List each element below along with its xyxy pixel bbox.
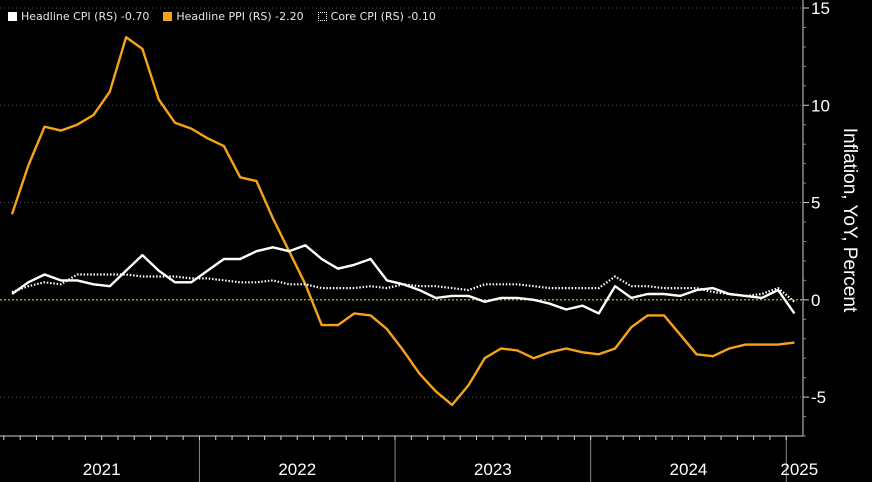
y-tick-label: 0 (811, 291, 820, 310)
y-tick-label: 15 (811, 0, 830, 18)
x-year-label: 2025 (780, 460, 818, 479)
x-year-label: 2024 (670, 460, 708, 479)
x-year-label: 2021 (83, 460, 121, 479)
y-axis-title: Inflation, YoY, Percent (824, 100, 872, 340)
legend-label: Core CPI (RS) -0.10 (330, 10, 436, 23)
legend-swatch-icon (8, 12, 17, 21)
legend-swatch-icon (163, 12, 173, 21)
series-line-core-cpi (11, 273, 796, 303)
series-line-headline-ppi (10, 36, 795, 407)
legend-label: Headline CPI (RS) -0.70 (21, 10, 150, 23)
y-tick-label: 10 (811, 96, 830, 115)
y-tick-label: 5 (811, 194, 820, 213)
legend-label: Headline PPI (RS) -2.20 (176, 10, 304, 23)
legend: Headline CPI (RS) -0.70 Headline PPI (RS… (8, 10, 436, 23)
y-axis-title-text: Inflation, YoY, Percent (839, 127, 860, 313)
series-line-headline-cpi (11, 244, 796, 315)
legend-item-headline-ppi[interactable]: Headline PPI (RS) -2.20 (163, 10, 304, 23)
x-year-label: 2023 (474, 460, 512, 479)
legend-item-core-cpi[interactable]: Core CPI (RS) -0.10 (317, 10, 436, 23)
legend-item-headline-cpi[interactable]: Headline CPI (RS) -0.70 (8, 10, 149, 23)
x-year-label: 2022 (278, 460, 316, 479)
y-tick-label: -5 (811, 388, 826, 407)
legend-swatch-icon (317, 12, 327, 21)
